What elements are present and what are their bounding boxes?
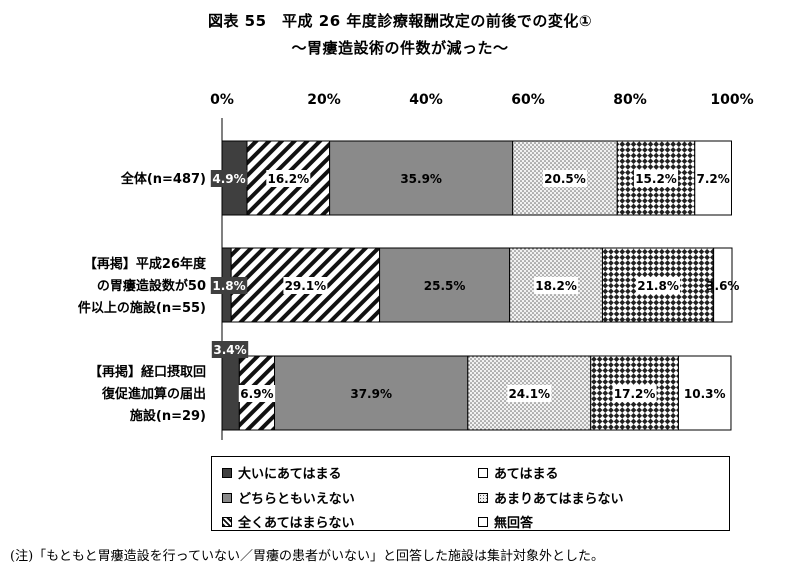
data-label: 18.2% [535, 279, 577, 293]
data-label: 17.2% [614, 387, 656, 401]
data-label-bg [238, 385, 276, 402]
data-label: 37.9% [350, 387, 392, 401]
legend-swatch [222, 467, 232, 478]
legend-label: あてはまる [494, 467, 559, 482]
footnote: (注)「もともと胃瘻造設を行っていない／胃瘻の患者がいない」と回答した施設は集計… [10, 549, 604, 564]
category-label: 件以上の施設(n=55) [78, 300, 206, 316]
data-label-group: 20.5% [542, 170, 587, 187]
data-label-group: 10.3% [684, 387, 726, 401]
data-label-group: 18.2% [534, 277, 579, 294]
data-label: 10.3% [684, 387, 726, 401]
legend-label: 大いにあてはまる [238, 467, 342, 482]
data-label-group: 7.2% [696, 172, 729, 186]
bar-segment [509, 247, 603, 323]
bar-segment [274, 355, 469, 431]
bar-segment [677, 355, 732, 431]
data-label-group: 35.9% [400, 172, 442, 186]
legend-item: 無回答 [478, 512, 533, 531]
x-tick-label: 0% [210, 92, 234, 108]
category-label: 【再掲】経口摂取回 [89, 364, 206, 380]
data-label: 3.4% [213, 343, 246, 357]
bar-segment [694, 140, 732, 216]
data-label-group: 25.5% [424, 279, 466, 293]
data-label-group: 4.9% [210, 170, 248, 187]
data-label-bg [507, 385, 552, 402]
data-label: 4.9% [212, 172, 245, 186]
data-label: 20.5% [544, 172, 586, 186]
data-label: 1.8% [212, 279, 245, 293]
data-label: 21.8% [637, 279, 679, 293]
legend-item: あまりあてはまらない [478, 488, 623, 507]
data-label: 29.1% [285, 279, 327, 293]
bar-segment [713, 247, 733, 323]
data-label: 3.6% [706, 279, 739, 293]
legend-item: あてはまる [478, 463, 558, 482]
data-label-bg [534, 277, 579, 294]
legend-swatch [222, 492, 232, 503]
legend-item: 大いにあてはまる [222, 463, 341, 482]
x-tick-label: 100% [710, 92, 753, 108]
bar-segment [221, 355, 240, 431]
data-label: 15.2% [635, 172, 677, 186]
legend-label: あまりあてはまらない [494, 492, 624, 507]
category-label: 施設(n=29) [130, 408, 206, 424]
legend-label: どちらともいえない [238, 492, 355, 507]
data-label-group: 1.8% [210, 277, 248, 294]
category-label: 全体(n=487) [120, 171, 206, 187]
data-label: 6.9% [240, 387, 273, 401]
data-label: 7.2% [696, 172, 729, 186]
data-label: 35.9% [400, 172, 442, 186]
legend-swatch [478, 467, 488, 478]
data-label-bg [210, 277, 248, 294]
legend-label: 全くあてはまらない [238, 516, 355, 531]
data-label-group: 3.6% [706, 279, 739, 293]
chart-subtitle: ～胃瘻造設術の件数が減った～ [291, 39, 509, 57]
data-label: 16.2% [267, 172, 309, 186]
stacked-bar-chart: 0% 20% 40% 60% 80% 100% 全体(n=487) 【再掲】平成26年度の胃瘻… [78, 92, 754, 440]
x-tick-label: 60% [511, 92, 545, 108]
legend-swatch [478, 516, 488, 527]
data-label-group: 24.1% [507, 385, 552, 402]
data-label-bg [612, 385, 657, 402]
legend-item: どちらともいえない [222, 488, 355, 507]
data-label-group: 6.9% [238, 385, 276, 402]
bar-segment [329, 140, 514, 216]
legend-swatch [222, 516, 232, 527]
category-label: 【再掲】平成26年度 [84, 256, 207, 272]
legend-item: 全くあてはまらない [222, 512, 354, 531]
legend-label: 無回答 [494, 516, 534, 531]
data-label-group: 3.4% [211, 341, 249, 358]
x-tick-label: 80% [613, 92, 647, 108]
data-label-bg [266, 170, 311, 187]
category-label: 復促進加算の届出 [101, 386, 206, 402]
data-label-group: 16.2% [266, 170, 311, 187]
category-label: の胃瘻造設数が50 [97, 278, 206, 294]
bar-segment [379, 247, 511, 323]
data-label-bg [210, 170, 248, 187]
data-label-group: 37.9% [350, 387, 392, 401]
x-tick-label: 40% [409, 92, 443, 108]
data-label-group: 21.8% [636, 277, 681, 294]
data-label-bg [634, 170, 679, 187]
data-label: 24.1% [508, 387, 550, 401]
data-label-bg [542, 170, 587, 187]
data-label-bg [283, 277, 328, 294]
data-label-group: 17.2% [612, 385, 657, 402]
data-label-group: 15.2% [634, 170, 679, 187]
data-label-bg [636, 277, 681, 294]
data-label-bg [211, 341, 249, 358]
data-label-group: 29.1% [283, 277, 328, 294]
data-label: 25.5% [424, 279, 466, 293]
x-tick-label: 20% [307, 92, 341, 108]
legend-swatch [478, 492, 488, 503]
chart-legend: 大いにあてはまる あてはまるどちらともいえない あまりあてはまらない全くあてはまらな… [211, 456, 730, 531]
chart-title: 図表 55 平成 26 年度診療報酬改定の前後での変化① [207, 12, 593, 30]
